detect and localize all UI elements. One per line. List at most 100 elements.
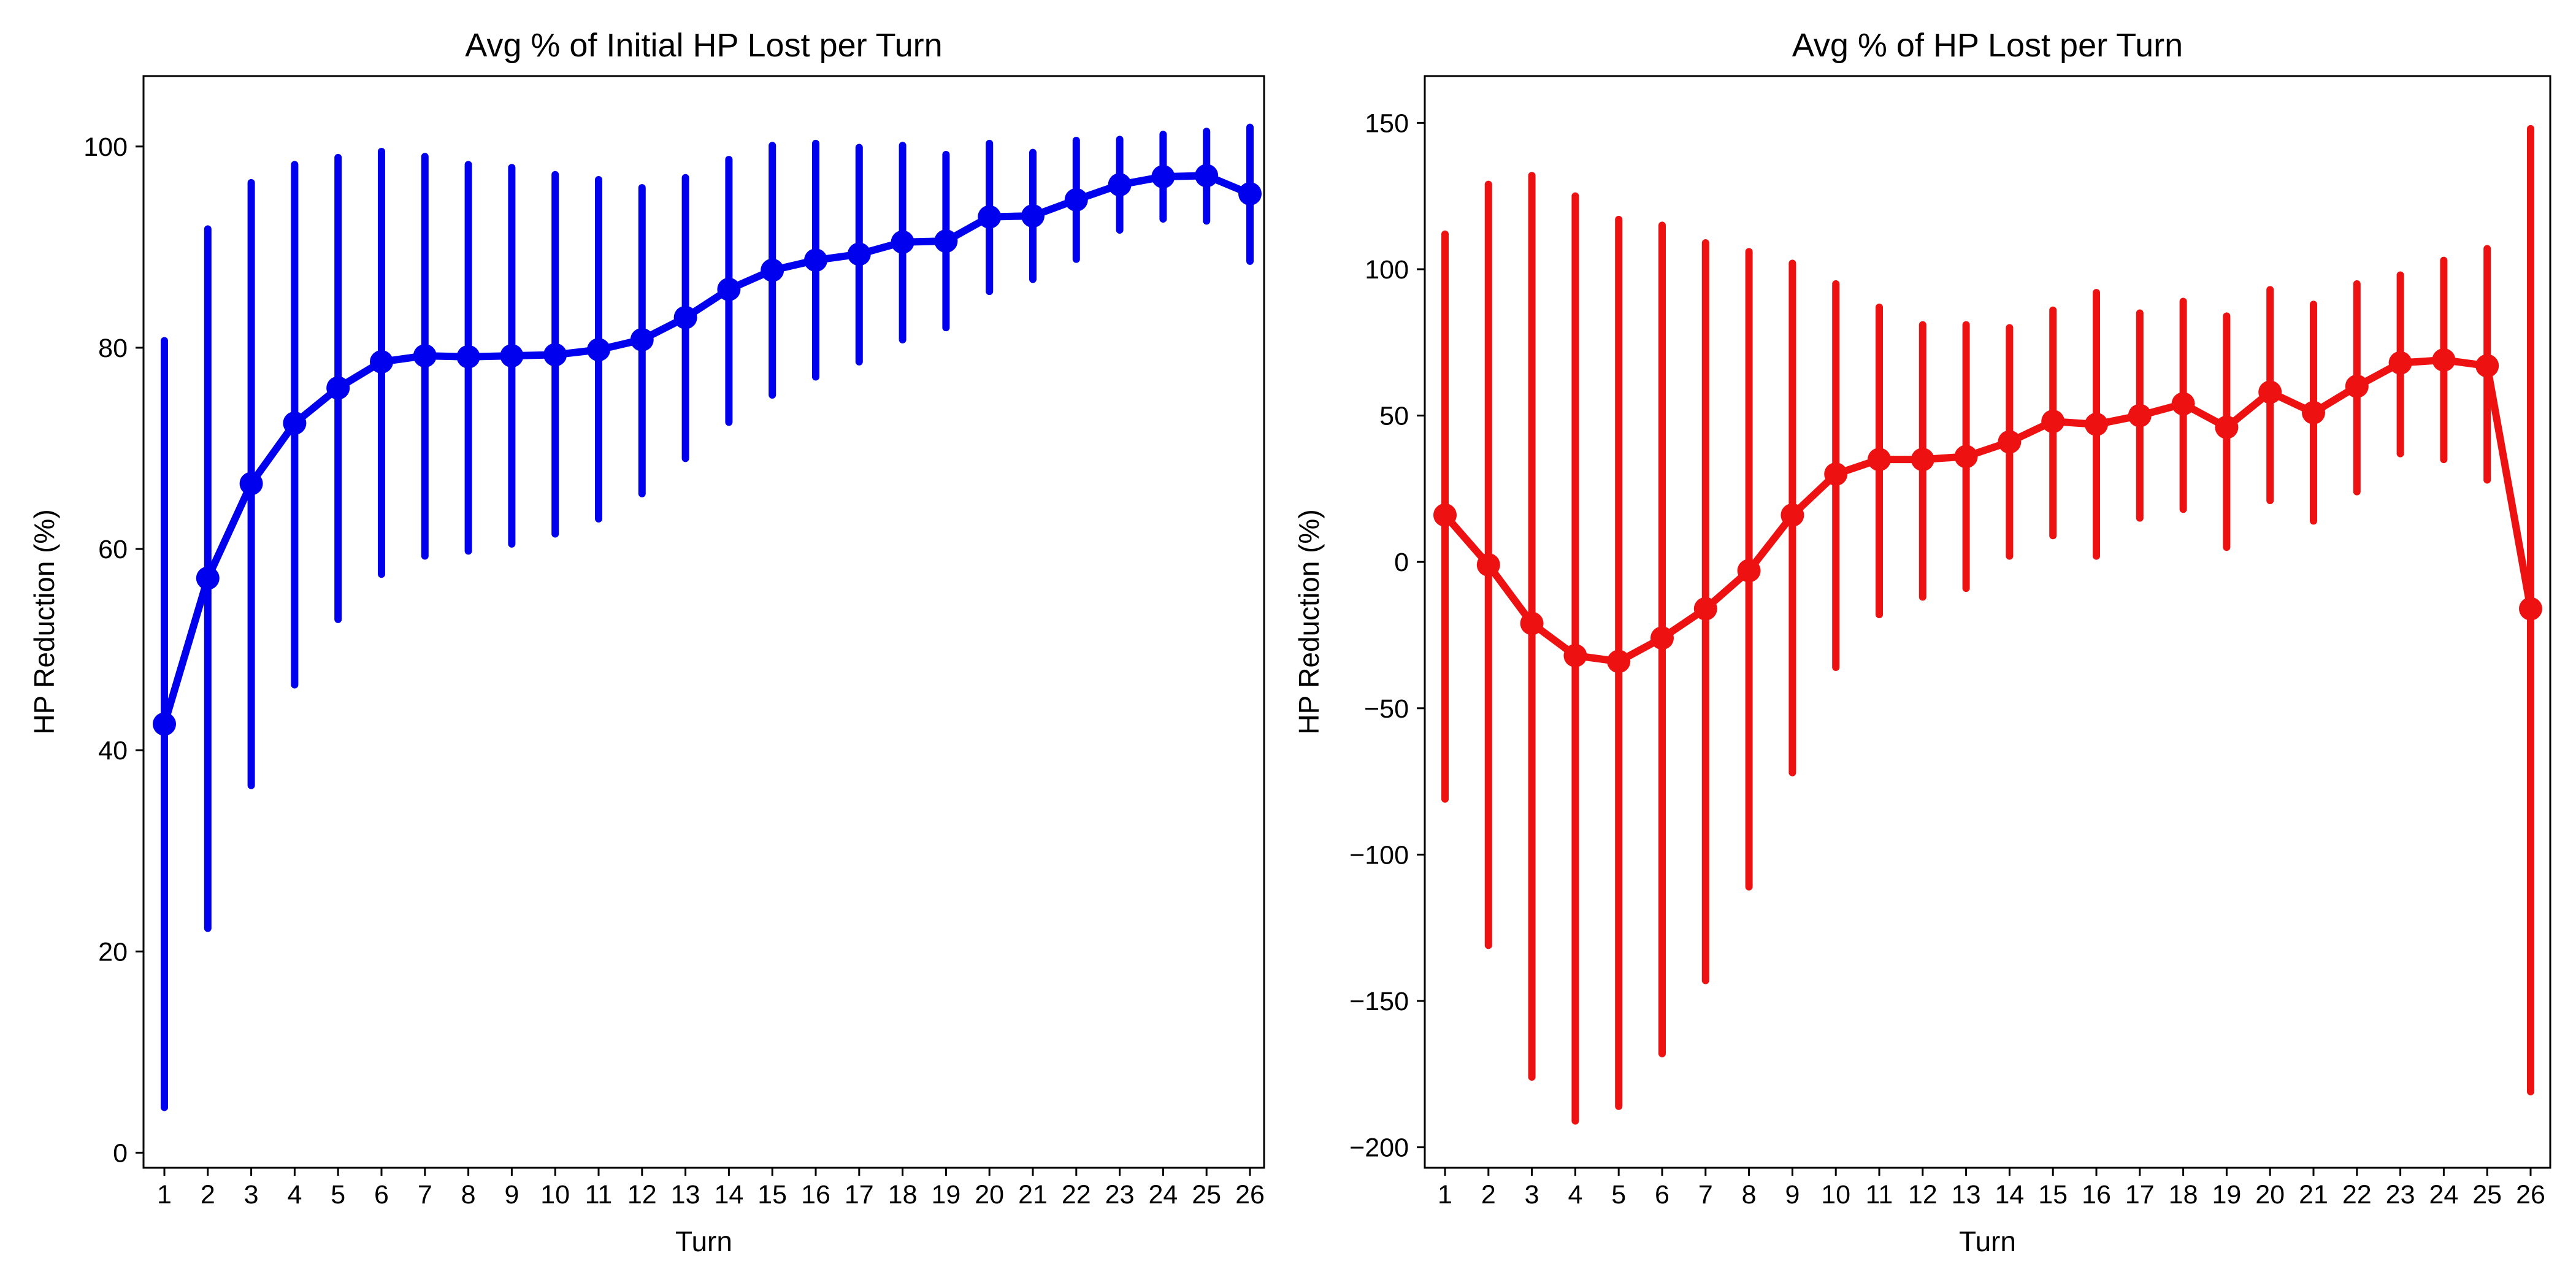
right-x-tick-label: 18	[2169, 1180, 2198, 1209]
left-y-tick-label: 100	[83, 132, 128, 162]
left-x-tick-label: 20	[975, 1180, 1004, 1209]
left-data-point	[413, 344, 437, 368]
right-data-point	[2128, 404, 2152, 427]
right-data-point	[1650, 626, 1674, 650]
left-y-tick-label: 60	[98, 535, 128, 564]
left-data-point	[978, 205, 1002, 229]
right-data-point	[2345, 374, 2369, 398]
right-data-point	[1607, 650, 1631, 673]
left-plot-frame	[142, 75, 1265, 1169]
left-y-tick-label: 80	[98, 334, 128, 363]
left-y-tick-label: 40	[98, 736, 128, 765]
left-data-point	[196, 566, 220, 590]
left-x-tick-label: 14	[714, 1180, 743, 1209]
right-x-tick-label: 26	[2516, 1180, 2545, 1209]
right-point-group	[1433, 348, 2542, 673]
right-data-point	[2215, 415, 2239, 439]
left-data-point	[239, 472, 263, 496]
right-x-tick-label: 22	[2342, 1180, 2372, 1209]
left-data-point	[153, 712, 176, 736]
left-y-axis-label: HP Reduction (%)	[28, 509, 60, 734]
right-x-axis-label: Turn	[1959, 1225, 2016, 1257]
left-data-point	[283, 411, 307, 435]
left-data-point	[847, 242, 871, 266]
left-data-point	[804, 248, 827, 272]
right-data-point	[1563, 643, 1587, 667]
left-x-tick-label: 10	[540, 1180, 570, 1209]
left-x-tick-label: 22	[1062, 1180, 1091, 1209]
right-x-tick-label: 23	[2386, 1180, 2415, 1209]
right-x-tick-label: 19	[2212, 1180, 2241, 1209]
left-data-point	[1238, 182, 1262, 205]
right-y-tick-label: 150	[1365, 109, 1409, 138]
left-data-point	[543, 343, 567, 367]
left-x-tick-label: 9	[504, 1180, 519, 1209]
left-y-tick-group: 0 20 40 60 80 100	[83, 132, 144, 1168]
right-x-tick-label: 2	[1481, 1180, 1496, 1209]
right-data-point	[2041, 410, 2065, 434]
left-y-tick-label: 0	[113, 1138, 128, 1168]
right-data-point	[2388, 351, 2412, 375]
left-x-tick-group: 1 2 3 4 5 6 7 8 9 10 11 12 13 14 15 16 17 18 19 20 21 22 23 24 2…	[157, 1168, 1265, 1209]
left-x-tick-label: 25	[1192, 1180, 1221, 1209]
right-chart-panel: 1 2 3 4 5 6 7 8 9 10 11 12 13 14 15 16 17 18 19 20 21 22 23 24 2…	[1293, 27, 2551, 1257]
left-x-tick-label: 11	[585, 1180, 613, 1209]
right-data-point	[2519, 597, 2542, 621]
left-x-tick-label: 12	[627, 1180, 657, 1209]
right-chart-title: Avg % of HP Lost per Turn	[1792, 27, 2183, 64]
left-data-point	[630, 328, 654, 351]
right-y-axis-label: HP Reduction (%)	[1293, 509, 1325, 734]
right-data-point	[1693, 597, 1717, 621]
left-data-point	[587, 338, 610, 362]
right-x-tick-label: 7	[1698, 1180, 1713, 1209]
left-x-tick-label: 5	[331, 1180, 345, 1209]
left-chart-title: Avg % of Initial HP Lost per Turn	[465, 27, 942, 64]
right-data-point	[2258, 380, 2282, 404]
right-x-tick-label: 25	[2472, 1180, 2502, 1209]
left-x-tick-label: 1	[157, 1180, 172, 1209]
right-y-tick-label: −200	[1349, 1133, 1409, 1163]
left-data-point	[1151, 165, 1175, 189]
left-x-axis-label: Turn	[675, 1225, 732, 1257]
right-x-tick-label: 3	[1525, 1180, 1539, 1209]
left-data-point	[370, 350, 393, 374]
right-data-point	[1868, 448, 1891, 472]
left-y-tick-label: 20	[98, 937, 128, 967]
right-x-tick-label: 4	[1568, 1180, 1582, 1209]
left-data-point	[456, 345, 480, 369]
left-x-tick-label: 4	[287, 1180, 302, 1209]
right-x-tick-label: 11	[1866, 1180, 1893, 1209]
left-data-point	[1195, 164, 1219, 188]
left-x-tick-label: 23	[1105, 1180, 1135, 1209]
right-y-tick-label: −150	[1349, 987, 1409, 1016]
right-data-point	[1476, 553, 1500, 577]
right-x-tick-label: 20	[2255, 1180, 2285, 1209]
left-x-tick-label: 8	[461, 1180, 476, 1209]
right-data-point	[1781, 503, 1804, 527]
left-x-tick-label: 18	[888, 1180, 918, 1209]
left-data-point	[326, 376, 350, 400]
left-chart-panel: 1 2 3 4 5 6 7 8 9 10 11 12 13 14 15 16 17 18 19 20 21 22 23 24 2…	[28, 27, 1265, 1257]
right-data-point	[1520, 611, 1544, 635]
left-x-tick-label: 13	[671, 1180, 700, 1209]
left-x-tick-label: 26	[1235, 1180, 1265, 1209]
right-x-tick-label: 6	[1655, 1180, 1669, 1209]
left-data-point	[1021, 204, 1045, 228]
left-data-point	[761, 258, 784, 282]
right-plot-frame	[1424, 75, 2551, 1169]
right-x-tick-label: 16	[2082, 1180, 2111, 1209]
left-x-tick-label: 17	[845, 1180, 874, 1209]
left-x-tick-label: 7	[418, 1180, 432, 1209]
right-x-tick-label: 24	[2429, 1180, 2458, 1209]
right-x-tick-label: 8	[1742, 1180, 1757, 1209]
right-x-tick-label: 14	[1995, 1180, 2024, 1209]
right-data-point	[1911, 448, 1934, 472]
right-data-point	[2432, 348, 2456, 372]
right-data-point	[1954, 445, 1978, 469]
right-y-tick-label: 50	[1379, 402, 1409, 431]
right-x-tick-label: 10	[1821, 1180, 1850, 1209]
left-x-tick-label: 16	[801, 1180, 830, 1209]
right-data-point	[2302, 401, 2325, 424]
